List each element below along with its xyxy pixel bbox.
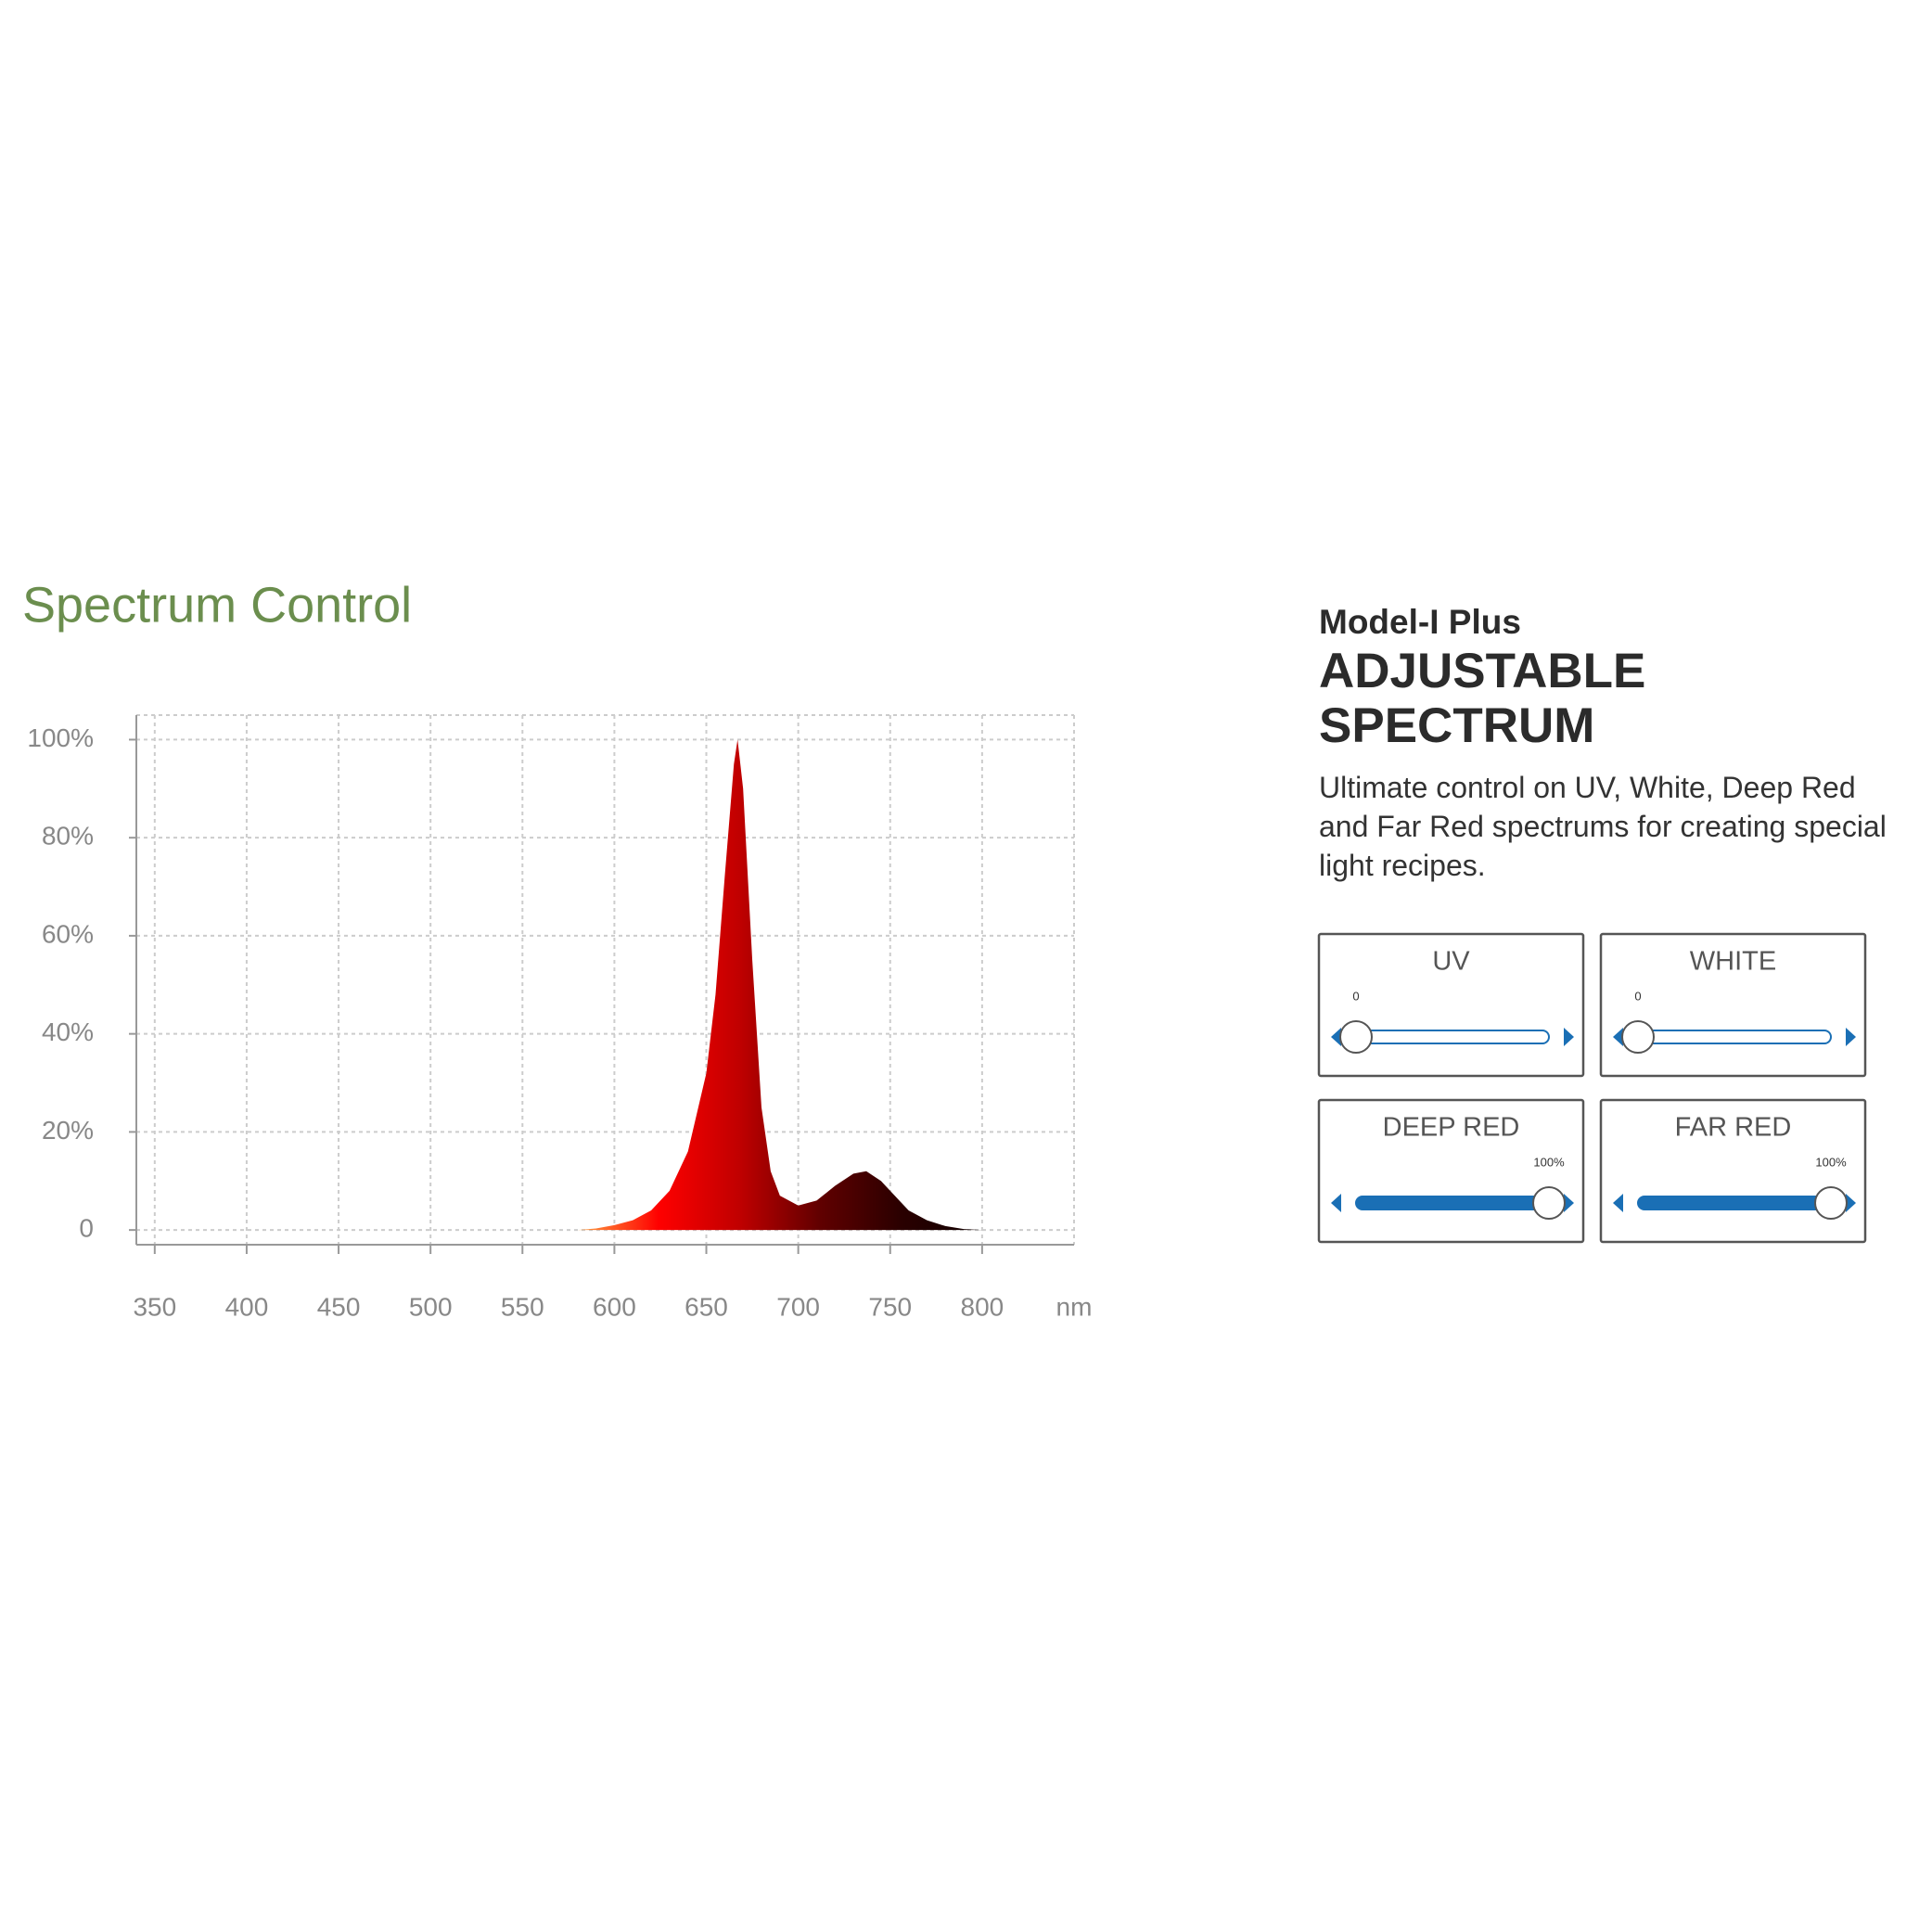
y-tick-label: 60% (42, 919, 94, 948)
decrease-arrow[interactable] (1331, 1028, 1341, 1046)
y-tick-label: 80% (42, 822, 94, 851)
x-tick-label: 750 (868, 1292, 912, 1321)
x-tick-label: 650 (685, 1292, 728, 1321)
increase-arrow[interactable] (1564, 1028, 1574, 1046)
y-tick-label: 0 (79, 1214, 94, 1243)
increase-arrow[interactable] (1564, 1194, 1574, 1212)
control-label: UV (1432, 947, 1470, 977)
slider-value: 100% (1533, 1155, 1565, 1169)
slider-fill (1638, 1196, 1831, 1209)
model-name: Model-I Plus (1319, 603, 1521, 641)
description: Ultimate control on UV, White, Deep Red … (1319, 771, 1887, 882)
slider-value: 100% (1815, 1155, 1847, 1169)
slider-track (1637, 1030, 1832, 1044)
slider-track (1355, 1030, 1550, 1044)
x-axis-unit: nm (1056, 1292, 1093, 1321)
slider-value: 0 (1352, 989, 1359, 1003)
page-title: Spectrum Control (22, 577, 412, 633)
x-tick-label: 700 (776, 1292, 820, 1321)
slider-thumb[interactable] (1621, 1020, 1655, 1054)
slider-value: 0 (1634, 989, 1641, 1003)
x-tick-label: 800 (961, 1292, 1004, 1321)
slider-fill (1356, 1196, 1549, 1209)
y-tick-label: 100% (27, 723, 94, 752)
x-tick-label: 450 (317, 1292, 361, 1321)
slider-thumb[interactable] (1814, 1186, 1848, 1220)
decrease-arrow[interactable] (1331, 1194, 1341, 1212)
x-tick-label: 400 (225, 1292, 269, 1321)
x-tick-label: 600 (593, 1292, 636, 1321)
slider-thumb[interactable] (1339, 1020, 1373, 1054)
x-tick-label: 500 (409, 1292, 453, 1321)
y-tick-label: 40% (42, 1017, 94, 1046)
control-label: DEEP RED (1383, 1113, 1520, 1143)
x-tick-label: 550 (501, 1292, 544, 1321)
control-label: WHITE (1690, 947, 1776, 977)
decrease-arrow[interactable] (1613, 1194, 1623, 1212)
y-tick-label: 20% (42, 1116, 94, 1145)
slider-thumb[interactable] (1532, 1186, 1566, 1220)
increase-arrow[interactable] (1846, 1028, 1856, 1046)
control-label: FAR RED (1675, 1113, 1792, 1143)
heading: ADJUSTABLE SPECTRUM (1319, 644, 1646, 753)
spectrum-area (577, 739, 982, 1231)
x-tick-label: 350 (133, 1292, 176, 1321)
increase-arrow[interactable] (1846, 1194, 1856, 1212)
decrease-arrow[interactable] (1613, 1028, 1623, 1046)
